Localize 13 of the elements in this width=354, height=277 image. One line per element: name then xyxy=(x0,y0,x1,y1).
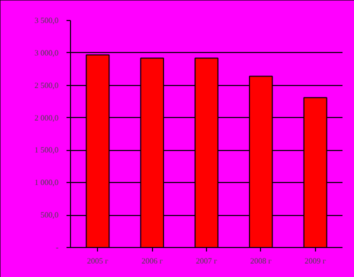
y-tick-label: 2 500,0 xyxy=(34,80,58,90)
x-tick-label: 2006 г xyxy=(141,256,164,266)
y-tick-label: 3 000,0 xyxy=(34,48,58,58)
x-tick-label: 2005 г xyxy=(87,256,110,266)
y-tick-label: 1 000,0 xyxy=(34,178,58,188)
y-tick-label: 2 000,0 xyxy=(34,113,58,122)
y-tick-label: 500,0 xyxy=(40,210,58,220)
y-tick-label: - xyxy=(56,243,59,252)
x-tick-label: 2008 г xyxy=(250,256,272,266)
x-tick-label: 2007 г xyxy=(196,256,218,266)
x-tick-label: 2009 г xyxy=(304,256,327,266)
y-tick-label: 3 500,0 xyxy=(34,16,58,25)
y-tick-label: 1 500,0 xyxy=(34,146,58,155)
